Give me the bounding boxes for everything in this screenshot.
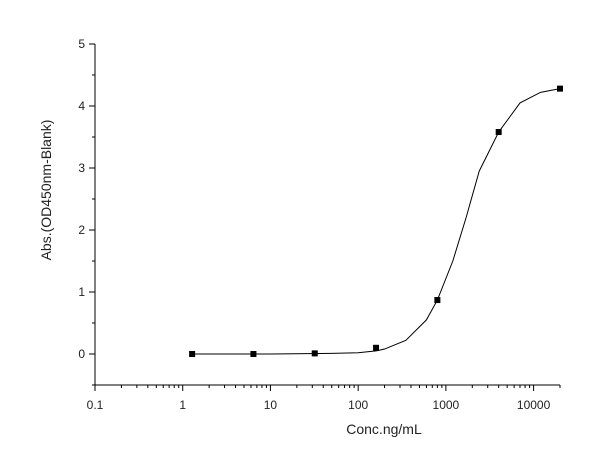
y-tick-label: 1 — [78, 285, 85, 299]
tick-labels: 0 1 2 3 4 5 0.1 1 10 100 1000 10000 — [78, 37, 550, 412]
data-point — [373, 344, 380, 351]
x-tick-label: 1000 — [433, 398, 460, 412]
data-point — [189, 351, 196, 357]
data-point — [557, 85, 563, 92]
tick-marks — [89, 43, 561, 391]
y-tick-label: 4 — [78, 99, 85, 113]
data-point — [311, 350, 318, 357]
x-axis-title: Conc.ng/mL — [346, 421, 422, 437]
x-tick-label: 10000 — [517, 398, 551, 412]
y-axis-title: Abs.(OD450nm-Blank) — [38, 120, 54, 261]
x-tick-label: 0.1 — [87, 398, 104, 412]
y-tick-label: 3 — [78, 161, 85, 175]
x-tick-label: 1 — [179, 398, 186, 412]
fit-curve — [192, 88, 561, 355]
data-point — [250, 351, 257, 357]
y-tick-label: 0 — [78, 347, 85, 361]
data-points — [189, 85, 563, 357]
y-tick-label: 2 — [78, 223, 85, 237]
data-point — [495, 129, 502, 136]
x-tick-label: 10 — [264, 398, 278, 412]
x-tick-label: 100 — [348, 398, 368, 412]
data-point — [434, 297, 441, 304]
axes — [94, 44, 560, 386]
y-tick-label: 5 — [78, 37, 85, 51]
